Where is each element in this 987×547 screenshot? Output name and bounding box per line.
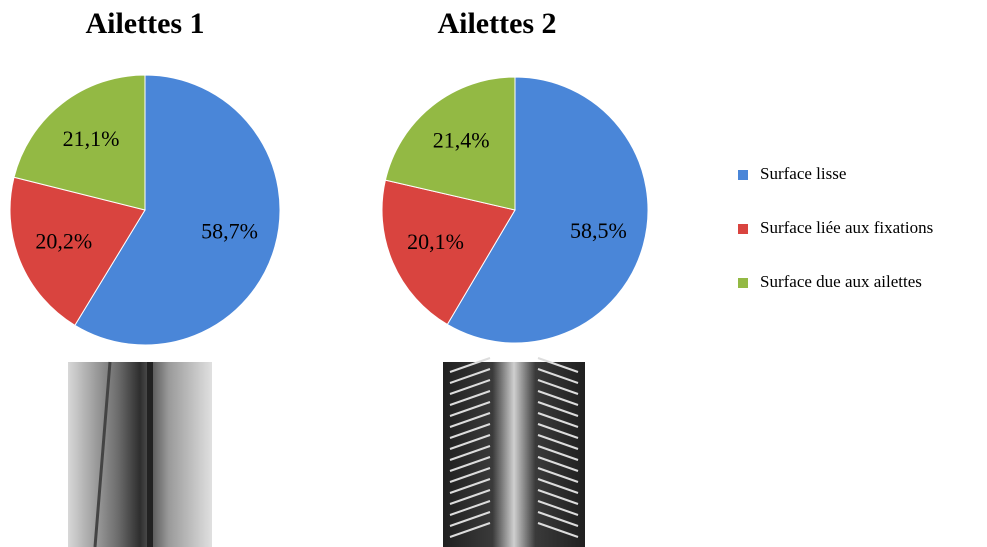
data-label: 58,5% <box>570 218 627 243</box>
photo <box>68 361 212 547</box>
data-label: 21,4% <box>433 127 490 152</box>
pie-slice <box>9 176 146 327</box>
legend-marker <box>738 224 748 234</box>
pie-slice <box>13 74 146 211</box>
data-label: 20,1% <box>407 229 464 254</box>
data-label: 21,1% <box>63 126 120 151</box>
pie-slice <box>381 179 516 326</box>
legend-label: Surface due aux ailettes <box>760 272 922 291</box>
pie-slice <box>74 74 281 346</box>
pie-slice <box>384 76 516 211</box>
chart-title: Ailettes 1 <box>85 7 204 40</box>
legend-marker <box>738 170 748 180</box>
legend-label: Surface lisse <box>760 164 846 183</box>
data-label: 20,2% <box>35 228 92 253</box>
photo <box>443 357 585 547</box>
chart-title: Ailettes 2 <box>437 7 556 40</box>
legend-marker <box>738 278 748 288</box>
pie-slice <box>446 76 649 344</box>
data-label: 58,7% <box>201 219 258 244</box>
legend-label: Surface liée aux fixations <box>760 218 933 237</box>
